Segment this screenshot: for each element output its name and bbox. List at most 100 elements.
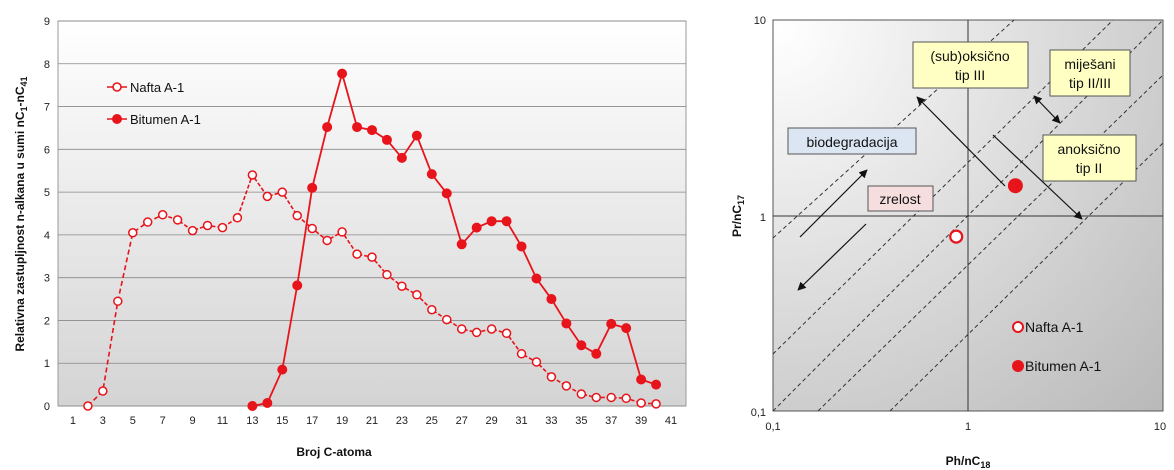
zone-biodegradation-box: biodegradacija — [787, 127, 917, 155]
zone-suboxic-line1: (sub)oksično — [930, 48, 1010, 64]
zone-mixed-line1: miješani — [1064, 56, 1115, 72]
x-tick-label-29: 29 — [485, 415, 497, 427]
legend-marker-bitumen — [112, 114, 122, 124]
data-point-bitumen-c39 — [636, 374, 647, 385]
data-point-nafta-c27 — [456, 324, 467, 334]
data-point-bitumen-c27 — [456, 239, 467, 250]
data-point-nafta-c25 — [427, 305, 437, 315]
y-tick-label-8: 8 — [44, 59, 50, 71]
data-point-nafta-c7 — [157, 210, 168, 220]
data-point-bitumen-c28 — [471, 222, 482, 233]
legend-label-nafta: Nafta A-1 — [130, 80, 184, 95]
data-point-bitumen-c37 — [606, 318, 617, 329]
data-point-bitumen-c32 — [531, 273, 542, 284]
data-point-bitumen-c30 — [501, 216, 512, 227]
data-point-nafta-c35 — [576, 389, 587, 399]
left-gridlines — [58, 20, 686, 407]
right-x-tick-0-1: 0,1 — [765, 421, 780, 433]
x-tick-label-37: 37 — [605, 415, 617, 427]
x-tick-label-15: 15 — [276, 415, 288, 427]
x-tick-label-23: 23 — [396, 415, 408, 427]
arrow-mixed — [1033, 95, 1061, 124]
scatter-point-nafta — [949, 229, 964, 244]
diagonal-line-4 — [817, 74, 1163, 411]
arrow-anoxic — [992, 134, 1083, 220]
x-tick-label-5: 5 — [130, 415, 136, 427]
data-point-nafta-c13 — [247, 170, 258, 180]
zone-suboxic-line2: tip III — [955, 67, 985, 83]
zone-biodegradation-label: biodegradacija — [806, 134, 897, 150]
y-tick-label-1: 1 — [44, 358, 50, 370]
data-point-nafta-c11 — [217, 222, 228, 233]
data-point-bitumen-c25 — [426, 169, 437, 180]
data-point-bitumen-c35 — [576, 340, 587, 351]
data-point-bitumen-c31 — [516, 241, 527, 252]
left-series-layer — [83, 68, 662, 411]
data-point-bitumen-c22 — [381, 134, 392, 145]
data-point-nafta-c14 — [262, 191, 273, 202]
left-y-tick-labels: 0 1 2 3 4 5 6 7 8 9 — [44, 16, 50, 413]
data-point-nafta-c39 — [636, 398, 646, 408]
data-point-nafta-c16 — [292, 210, 302, 221]
x-tick-label-1: 1 — [70, 415, 76, 427]
data-point-bitumen-c26 — [441, 188, 452, 199]
data-point-bitumen-c36 — [591, 348, 602, 359]
y-tick-label-4: 4 — [44, 230, 50, 242]
left-y-axis-title: Relativna zastupljnost n-alkana u sumi n… — [13, 76, 29, 351]
series-line-bitumen — [252, 70, 657, 407]
y-tick-label-3: 3 — [44, 273, 50, 285]
data-point-bitumen-c34 — [561, 318, 572, 329]
zone-anoxic-line1: anoksično — [1057, 141, 1120, 157]
data-point-nafta-c30 — [501, 328, 512, 339]
legend-marker-nafta-right — [1012, 321, 1024, 333]
data-point-bitumen-c15 — [277, 364, 288, 375]
right-y-tick-0-1: 0,1 — [751, 407, 766, 419]
y-tick-label-5: 5 — [44, 187, 50, 199]
y-tick-label-0: 0 — [44, 401, 50, 413]
data-point-nafta-c22 — [382, 269, 392, 280]
right-y-tick-1: 1 — [760, 212, 766, 224]
data-point-nafta-c40 — [651, 399, 661, 409]
x-tick-label-13: 13 — [246, 415, 258, 427]
x-tick-label-31: 31 — [515, 415, 527, 427]
right-x-tick-1: 1 — [965, 421, 971, 433]
left-legend: Nafta A-1 Bitumen A-1 — [107, 80, 201, 127]
data-point-bitumen-c19 — [337, 68, 348, 79]
data-point-nafta-c19 — [337, 227, 347, 237]
data-point-nafta-c23 — [397, 281, 407, 291]
zone-arrows — [797, 95, 1083, 291]
scatter-point-bitumen — [1007, 178, 1023, 194]
right-x-axis-title: Ph/nC18 — [946, 454, 991, 470]
data-point-nafta-c26 — [442, 314, 452, 325]
zone-mixed-box: miješani tip II/III — [1049, 49, 1131, 97]
zone-suboxic-box: (sub)oksično tip III — [912, 41, 1029, 89]
data-point-bitumen-c17 — [307, 182, 318, 193]
data-point-nafta-c29 — [486, 324, 497, 334]
data-point-nafta-c18 — [322, 235, 332, 246]
data-point-nafta-c8 — [172, 215, 183, 225]
data-point-nafta-c31 — [516, 349, 527, 359]
legend-label-bitumen: Bitumen A-1 — [130, 112, 201, 127]
x-tick-label-3: 3 — [100, 415, 106, 427]
series-line-nafta — [162, 173, 657, 405]
data-point-bitumen-c38 — [621, 323, 632, 334]
x-tick-label-41: 41 — [665, 415, 677, 427]
legend-label-nafta-right: Nafta A-1 — [1025, 319, 1084, 335]
x-tick-label-19: 19 — [336, 415, 348, 427]
data-point-bitumen-c20 — [352, 122, 363, 133]
arrow-suboxic — [916, 96, 1006, 187]
zone-maturity-label: zrelost — [879, 191, 920, 207]
x-tick-label-27: 27 — [456, 415, 468, 427]
left-x-axis-title: Broj C-atoma — [296, 445, 372, 459]
data-point-nafta-c9 — [187, 225, 198, 236]
data-point-nafta-c20 — [352, 249, 362, 259]
y-tick-label-6: 6 — [44, 144, 50, 156]
data-point-nafta-c21 — [367, 252, 377, 262]
data-point-nafta-c5 — [128, 228, 138, 238]
data-point-bitumen-c18 — [322, 122, 333, 133]
line-chart: 1 3 5 7 9 11 13 15 17 19 21 23 25 27 29 31 33 35 37 39 41 01… — [13, 16, 687, 459]
data-point-nafta-c15 — [277, 187, 288, 197]
zone-maturity-box: zrelost — [867, 185, 934, 212]
x-tick-label-35: 35 — [575, 415, 587, 427]
